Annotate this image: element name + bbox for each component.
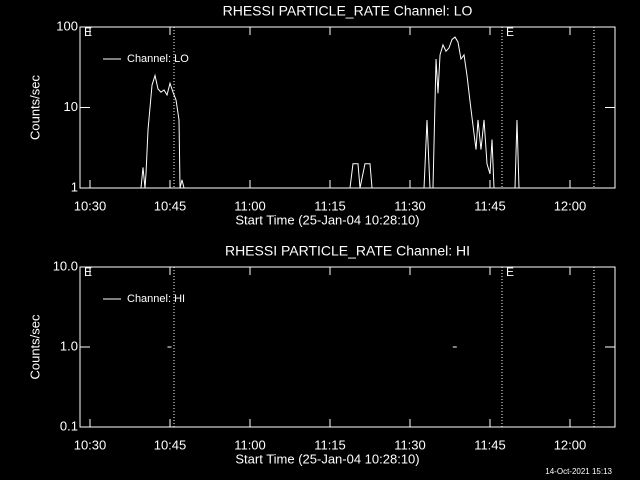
y-tick-label: 10.0: [53, 258, 78, 273]
x-tick-label: 10:45: [154, 198, 187, 213]
chart-title: RHESSI PARTICLE_RATE Channel: HI: [225, 243, 470, 259]
legend-label: Channel: HI: [127, 293, 185, 305]
y-tick-label: 100: [56, 18, 78, 33]
y-tick-label: 0.1: [60, 418, 78, 433]
x-tick-label: 12:00: [554, 437, 587, 452]
annotation: E: [506, 265, 514, 279]
annotation: E: [506, 25, 514, 39]
x-tick-label: 11:15: [314, 198, 346, 213]
y-axis-label: Counts/sec: [27, 314, 42, 380]
y-tick-label: 1.0: [60, 338, 78, 353]
x-tick-label: 11:45: [474, 198, 506, 213]
x-tick-label: 10:30: [74, 437, 107, 452]
x-tick-label: 12:00: [554, 198, 587, 213]
x-axis-label: Start Time (25-Jan-04 10:28:10): [235, 212, 419, 227]
x-tick-label: 11:00: [234, 437, 266, 452]
series-line: [140, 36, 520, 188]
x-tick-label: 10:30: [74, 198, 107, 213]
y-tick-label: 10: [64, 99, 78, 114]
plot-frame: [79, 26, 616, 189]
x-tick-label: 11:30: [394, 198, 426, 213]
x-tick-label: 11:00: [234, 198, 266, 213]
x-tick-label: 11:30: [394, 437, 426, 452]
annotation: E: [84, 265, 92, 279]
plot-frame: [79, 266, 616, 428]
legend-label: Channel: LO: [127, 53, 189, 65]
x-tick-label: 11:45: [474, 437, 506, 452]
x-axis-label: Start Time (25-Jan-04 10:28:10): [235, 451, 419, 466]
footer: 14-Oct-2021 15:13: [545, 467, 612, 476]
x-tick-label: 10:45: [154, 437, 187, 452]
chart-title: RHESSI PARTICLE_RATE Channel: LO: [223, 3, 473, 19]
y-tick-label: 1: [71, 179, 78, 194]
y-axis-label: Counts/sec: [27, 74, 42, 140]
x-tick-label: 11:15: [314, 437, 346, 452]
annotation: E: [84, 25, 92, 39]
